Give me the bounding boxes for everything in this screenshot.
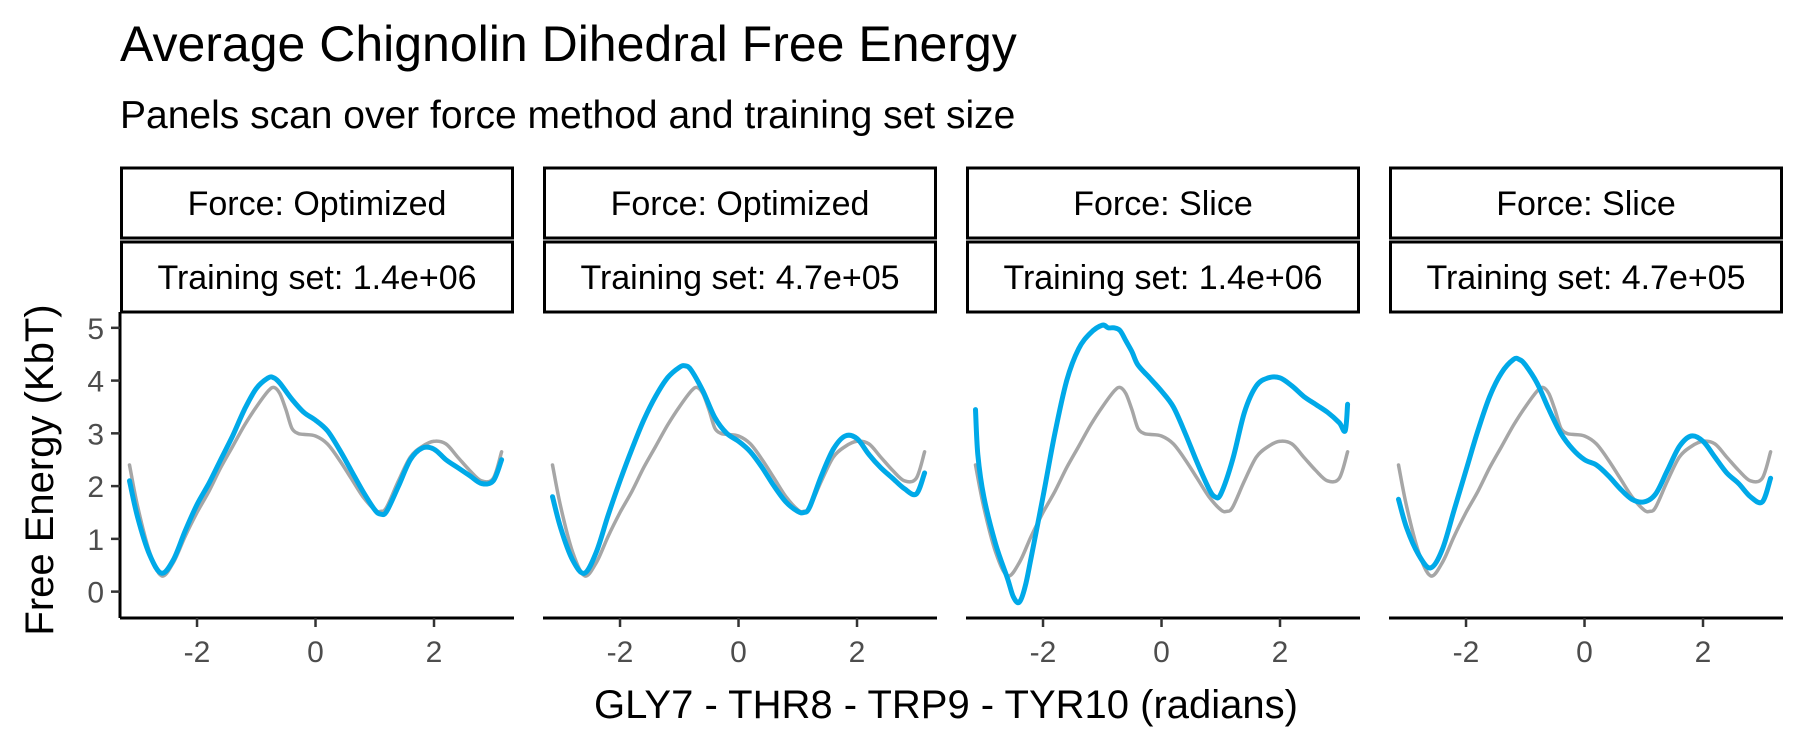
strip-force-label: Force: Slice: [1496, 185, 1676, 223]
reference-curve: [127, 385, 504, 578]
reference-curve: [973, 385, 1350, 578]
facet-panel-2: Force: Optimized Training set: 4.7e+05 -2 0…: [543, 166, 937, 669]
strip-training-label: Training set: 1.4e+06: [1003, 259, 1322, 297]
model-curve: [973, 322, 1351, 606]
y-axis-title: Free Energy (KbT): [18, 304, 62, 635]
x-axis-title: GLY7 - THR8 - TRP9 - TYR10 (radians): [594, 683, 1298, 727]
strip-force-box: [1389, 166, 1783, 240]
x-tick-label: -2: [1030, 636, 1057, 669]
x-tick-label: 2: [426, 636, 443, 669]
y-tick-label: 4: [87, 366, 104, 399]
x-tick-label: 0: [1153, 636, 1170, 669]
x-tick-label: 0: [1576, 636, 1593, 669]
strip-force-label: Force: Slice: [1073, 185, 1253, 223]
strip-training-box: [543, 240, 937, 314]
y-tick-label: 1: [87, 524, 104, 557]
y-tick-label: 3: [87, 418, 104, 451]
facet-panels: 0 1 2 3 4 5 Force: Optimized Training set: 1.4e…: [87, 166, 1783, 669]
x-tick-label: -2: [184, 636, 211, 669]
model-curve: [127, 374, 505, 576]
strip-force-box: [120, 166, 514, 240]
strip-force-label: Force: Optimized: [188, 185, 447, 223]
strip-force-box: [966, 166, 1360, 240]
chart-title: Average Chignolin Dihedral Free Energy: [120, 16, 1017, 72]
reference-curve: [1396, 385, 1773, 578]
strip-training-label: Training set: 4.7e+05: [1426, 259, 1745, 297]
strip-training-box: [1389, 240, 1783, 314]
y-tick-label: 2: [87, 471, 104, 504]
y-tick-label: 5: [87, 313, 104, 346]
strip-training-label: Training set: 1.4e+06: [157, 259, 476, 297]
reference-curve: [550, 385, 927, 578]
model-curve: [550, 363, 928, 576]
x-tick-label: -2: [607, 636, 634, 669]
x-tick-label: 2: [1695, 636, 1712, 669]
strip-training-label: Training set: 4.7e+05: [580, 259, 899, 297]
strip-force-box: [543, 166, 937, 240]
facet-panel-1: Force: Optimized Training set: 1.4e+06 -2 0…: [120, 166, 514, 669]
x-tick-label: -2: [1453, 636, 1480, 669]
model-curve: [1396, 355, 1774, 571]
strip-training-box: [120, 240, 514, 314]
x-tick-label: 0: [730, 636, 747, 669]
x-tick-label: 2: [1272, 636, 1289, 669]
chart-subtitle: Panels scan over force method and traini…: [120, 94, 1016, 137]
strip-training-box: [966, 240, 1360, 314]
x-tick-label: 2: [849, 636, 866, 669]
y-tick-label: 0: [87, 577, 104, 610]
facet-panel-4: Force: Slice Training set: 4.7e+05 -2 0 2: [1389, 166, 1783, 669]
x-tick-label: 0: [307, 636, 324, 669]
facet-panel-3: Force: Slice Training set: 1.4e+06 -2 0 2: [966, 166, 1360, 669]
strip-force-label: Force: Optimized: [611, 185, 870, 223]
